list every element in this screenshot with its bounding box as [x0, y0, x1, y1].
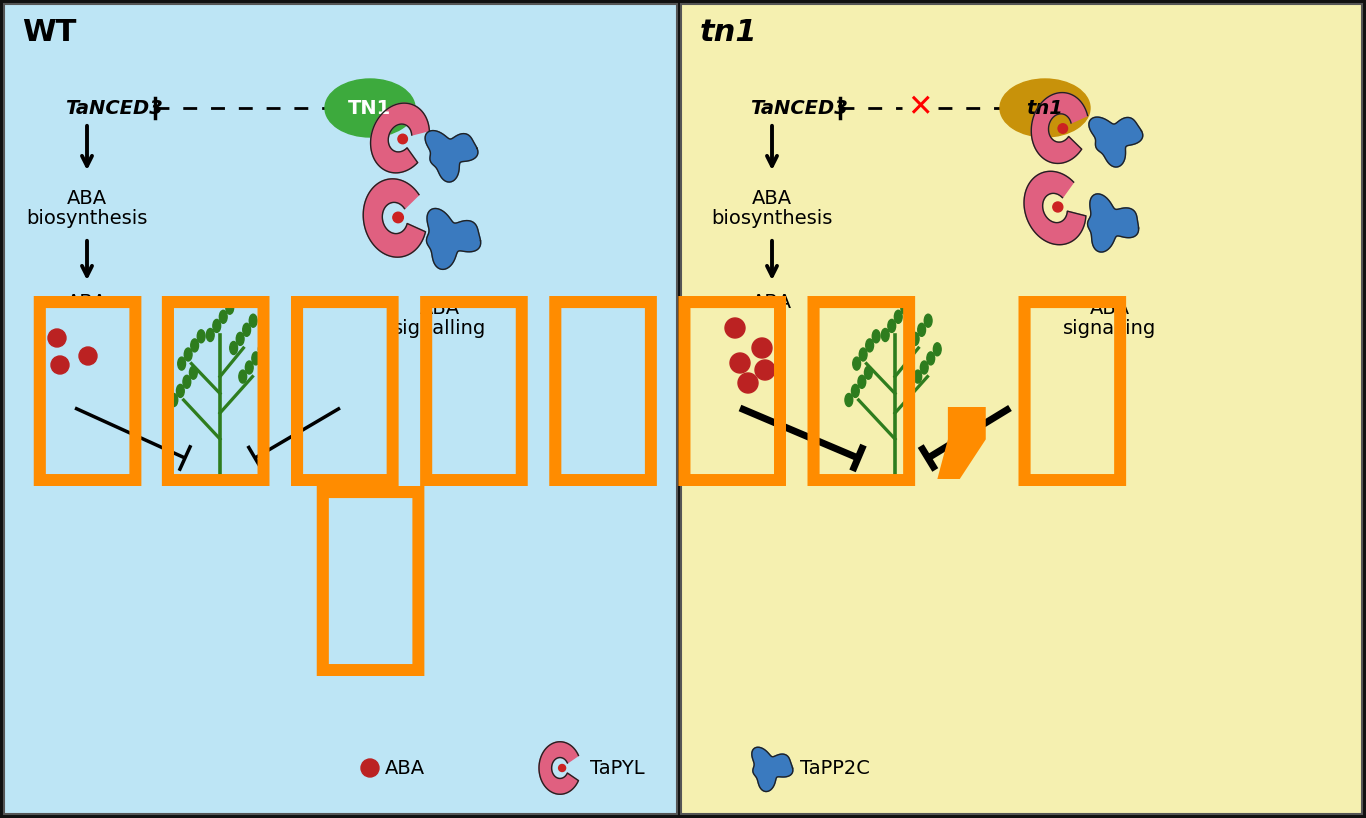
Text: ABA: ABA: [751, 294, 792, 312]
Polygon shape: [1089, 117, 1143, 167]
Ellipse shape: [866, 339, 873, 352]
Circle shape: [393, 212, 403, 222]
Circle shape: [48, 329, 66, 347]
Ellipse shape: [900, 301, 908, 314]
Circle shape: [755, 360, 775, 380]
Ellipse shape: [846, 393, 852, 407]
Circle shape: [1059, 124, 1068, 133]
Text: ABA: ABA: [385, 758, 425, 777]
Ellipse shape: [243, 323, 250, 336]
Circle shape: [398, 134, 407, 144]
Ellipse shape: [236, 332, 245, 345]
Ellipse shape: [251, 352, 260, 365]
Polygon shape: [751, 747, 792, 792]
Ellipse shape: [904, 341, 912, 354]
Polygon shape: [1031, 92, 1087, 164]
FancyBboxPatch shape: [4, 4, 678, 814]
Ellipse shape: [921, 361, 928, 374]
Circle shape: [753, 338, 772, 358]
Ellipse shape: [191, 339, 198, 352]
Polygon shape: [426, 209, 481, 269]
Circle shape: [559, 765, 566, 771]
Ellipse shape: [197, 330, 205, 343]
Text: biosynthesis: biosynthesis: [712, 209, 833, 227]
Circle shape: [361, 759, 378, 777]
Ellipse shape: [865, 366, 873, 380]
Ellipse shape: [918, 323, 926, 336]
Ellipse shape: [881, 329, 889, 341]
Text: biosynthesis: biosynthesis: [26, 209, 148, 227]
Text: ABA: ABA: [419, 299, 460, 317]
Polygon shape: [540, 742, 578, 794]
Ellipse shape: [184, 348, 193, 361]
Ellipse shape: [169, 393, 178, 407]
Text: TaPYL: TaPYL: [590, 758, 645, 777]
Text: 文: 文: [306, 474, 434, 682]
Ellipse shape: [928, 352, 934, 365]
Text: signalling: signalling: [1063, 318, 1157, 338]
Circle shape: [51, 356, 70, 374]
Text: tn1: tn1: [699, 18, 758, 47]
Text: ABA: ABA: [751, 188, 792, 208]
Circle shape: [79, 347, 97, 365]
Ellipse shape: [895, 310, 902, 323]
Ellipse shape: [325, 79, 415, 137]
Ellipse shape: [258, 343, 266, 356]
Ellipse shape: [206, 329, 214, 341]
Text: TaNCED3: TaNCED3: [66, 98, 163, 118]
Text: ABA: ABA: [67, 188, 107, 208]
Text: tn1: tn1: [1027, 98, 1064, 118]
Ellipse shape: [176, 384, 184, 398]
Ellipse shape: [183, 375, 191, 389]
Ellipse shape: [239, 370, 247, 383]
Ellipse shape: [178, 357, 186, 370]
Ellipse shape: [229, 341, 238, 354]
Polygon shape: [1087, 194, 1139, 252]
Circle shape: [729, 353, 750, 373]
Ellipse shape: [852, 357, 861, 370]
Text: WT: WT: [22, 18, 76, 47]
Text: ABA: ABA: [67, 294, 107, 312]
Ellipse shape: [851, 384, 859, 398]
Ellipse shape: [911, 332, 919, 345]
Polygon shape: [370, 103, 429, 173]
Circle shape: [738, 373, 758, 393]
Polygon shape: [1024, 171, 1086, 245]
Ellipse shape: [246, 361, 253, 374]
Ellipse shape: [888, 319, 896, 332]
Text: TaNCED3: TaNCED3: [750, 98, 848, 118]
Text: TaPP2C: TaPP2C: [800, 758, 870, 777]
Ellipse shape: [1000, 79, 1090, 137]
Ellipse shape: [249, 314, 257, 327]
Ellipse shape: [190, 366, 197, 380]
Ellipse shape: [225, 301, 234, 314]
Ellipse shape: [914, 370, 922, 383]
Ellipse shape: [859, 348, 867, 361]
Ellipse shape: [213, 319, 221, 332]
Text: signalling: signalling: [393, 318, 486, 338]
Circle shape: [725, 318, 744, 338]
Ellipse shape: [873, 330, 880, 343]
Ellipse shape: [858, 375, 866, 389]
FancyBboxPatch shape: [682, 4, 1362, 814]
Ellipse shape: [220, 310, 227, 323]
Text: ABA: ABA: [1090, 299, 1130, 317]
Circle shape: [1053, 202, 1063, 212]
Ellipse shape: [933, 343, 941, 356]
Text: ✕: ✕: [907, 93, 933, 123]
Ellipse shape: [925, 314, 932, 327]
Polygon shape: [425, 131, 478, 182]
Text: 天文学综合新闻,天: 天文学综合新闻,天: [23, 284, 1138, 492]
Text: TN1: TN1: [348, 98, 392, 118]
Polygon shape: [363, 179, 425, 257]
